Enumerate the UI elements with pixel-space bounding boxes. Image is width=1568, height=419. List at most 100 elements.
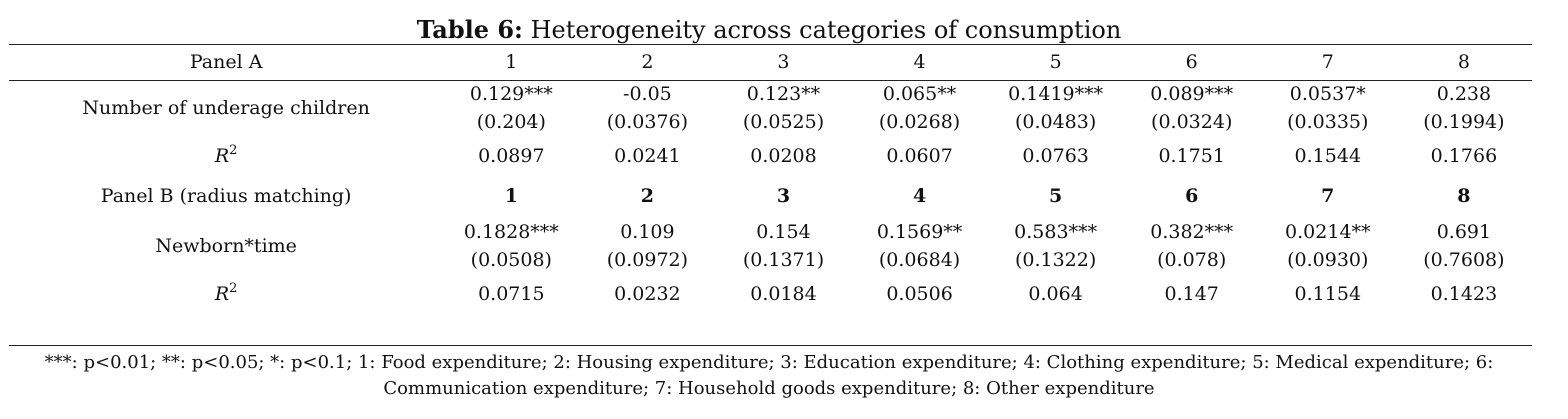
panel-b-column-header: 5 <box>1049 185 1063 207</box>
standard-error: (0.0335) <box>1287 111 1369 133</box>
footnote-line: ***: p<0.01; **: p<0.05; *: p<0.1; 1: Fo… <box>44 352 1494 373</box>
panel-a-estimate-cell: -0.05 (0.0376) <box>579 80 715 136</box>
panel-a-estimate-cell: 0.123** (0.0525) <box>715 80 851 136</box>
coefficient: 0.1419*** <box>1008 83 1104 105</box>
panel-b-label: Panel B (radius matching) <box>100 185 352 207</box>
standard-error: (0.0376) <box>606 111 689 133</box>
panel-b-r2-value: 0.147 <box>1164 283 1219 305</box>
panel-b-estimate-row: Newborn*time 0.1828*** (0.0508) 0.109 (0.0… <box>9 218 1532 274</box>
standard-error: (0.0684) <box>878 249 961 271</box>
panel-a-column-header: 5 <box>1049 51 1062 73</box>
panel-b-estimate-cell: 0.691 (0.7608) <box>1396 218 1532 274</box>
coefficient: 0.065** <box>882 83 957 105</box>
panel-b-estimate-cell: 0.382*** (0.078) <box>1124 218 1260 274</box>
panel-a-r2-value: 0.0607 <box>886 145 953 167</box>
table-caption: Table 6: Heterogeneity across categories… <box>0 14 1538 46</box>
panel-b-estimate-cell: 0.1828*** (0.0508) <box>443 218 579 274</box>
panel-a-column-header: 2 <box>641 51 654 73</box>
panel-a-estimate-cell: 0.0537* (0.0335) <box>1260 80 1396 136</box>
table-number: Table 6: <box>416 15 523 44</box>
panel-b-estimate-cell: 0.583*** (0.1322) <box>988 218 1124 274</box>
table-footnote: ***: p<0.01; **: p<0.05; *: p<0.1; 1: Fo… <box>0 350 1538 402</box>
panel-b-row-label: Newborn*time <box>155 235 297 257</box>
panel-b-column-header: 8 <box>1457 185 1471 207</box>
panel-b-r2-value: 0.0232 <box>614 283 681 305</box>
panel-b-r2-value: 0.1154 <box>1294 283 1362 305</box>
header-rule <box>9 80 1532 81</box>
standard-error: (0.1994) <box>1423 111 1505 133</box>
standard-error: (0.0525) <box>742 111 825 133</box>
panel-b-estimate-cell: 0.0214** (0.0930) <box>1260 218 1396 274</box>
standard-error: (0.1322) <box>1014 249 1097 271</box>
panel-b-r2-value: 0.0506 <box>886 283 953 305</box>
panel-b-column-header: 7 <box>1321 185 1335 207</box>
panel-b-header-row: Panel B (radius matching) 1 2 3 4 5 6 7 … <box>9 174 1532 218</box>
panel-a-r2-value: 0.0897 <box>478 145 545 167</box>
standard-error: (0.7608) <box>1423 249 1505 271</box>
table-title: Heterogeneity across categories of consu… <box>530 16 1122 44</box>
panel-a-r2-value: 0.1751 <box>1158 145 1225 167</box>
panel-a-header-row: Panel A 1 2 3 4 5 6 7 8 <box>9 44 1532 80</box>
panel-a-estimate-cell: 0.065** (0.0268) <box>852 80 988 136</box>
panel-b-column-header: 4 <box>912 185 927 207</box>
panel-b-estimate-cell: 0.109 (0.0972) <box>579 218 715 274</box>
r2-exponent: 2 <box>229 281 238 296</box>
panel-a-r2-value: 0.1766 <box>1430 145 1498 167</box>
panel-b-column-header: 1 <box>504 185 518 207</box>
top-rule <box>9 44 1532 45</box>
coefficient: 0.382*** <box>1150 221 1234 243</box>
coefficient: 0.154 <box>756 221 811 243</box>
results-table: Panel A 1 2 3 4 5 6 7 8 Number of undera… <box>9 44 1532 312</box>
coefficient: 0.691 <box>1436 221 1492 243</box>
panel-b-column-header: 2 <box>640 185 655 207</box>
coefficient: 0.089*** <box>1150 83 1234 105</box>
panel-b-r2-value: 0.0184 <box>750 283 817 305</box>
panel-a-column-header: 1 <box>505 51 518 73</box>
standard-error: (0.1371) <box>742 249 825 271</box>
coefficient: 0.1569** <box>876 221 963 243</box>
coefficient: 0.0537* <box>1289 83 1366 105</box>
panel-b-r2-value: 0.1423 <box>1430 283 1498 305</box>
standard-error: (0.0508) <box>470 249 552 271</box>
standard-error: (0.078) <box>1157 249 1227 271</box>
panel-a-estimate-cell: 0.238 (0.1994) <box>1396 80 1532 136</box>
panel-a-column-header: 7 <box>1321 51 1334 73</box>
panel-b-column-header: 3 <box>776 185 791 207</box>
standard-error: (0.0972) <box>606 249 689 271</box>
r2-exponent: 2 <box>229 143 238 158</box>
standard-error: (0.0268) <box>878 111 961 133</box>
coefficient: 0.0214** <box>1285 221 1371 243</box>
r2-symbol: R <box>214 283 230 305</box>
panel-a-estimate-cell: 0.129*** (0.204) <box>443 80 579 136</box>
panel-a-r2-value: 0.0241 <box>614 145 681 167</box>
panel-a-label: Panel A <box>189 51 263 73</box>
panel-a-column-header: 4 <box>913 51 926 73</box>
panel-a-column-header: 3 <box>777 51 790 73</box>
coefficient: 0.109 <box>620 221 675 243</box>
panel-a-r2-value: 0.1544 <box>1294 145 1362 167</box>
coefficient: 0.129*** <box>469 83 553 105</box>
panel-b-column-header: 6 <box>1185 185 1199 207</box>
standard-error: (0.204) <box>476 111 546 133</box>
panel-a-r2-value: 0.0763 <box>1022 145 1089 167</box>
panel-a-column-header: 8 <box>1457 51 1470 73</box>
r2-symbol: R <box>214 145 230 167</box>
standard-error: (0.0483) <box>1014 111 1097 133</box>
panel-b-r2-label: R2 <box>9 276 443 312</box>
panel-b-estimate-cell: 0.1569** (0.0684) <box>852 218 988 274</box>
coefficient: 0.238 <box>1436 83 1492 105</box>
panel-b-r2-value: 0.0715 <box>478 283 545 305</box>
footnote-line: Communication expenditure; 7: Household … <box>383 378 1155 399</box>
coefficient: 0.583*** <box>1014 221 1098 243</box>
panel-a-estimate-cell: 0.089*** (0.0324) <box>1124 80 1260 136</box>
panel-a-column-header: 6 <box>1185 51 1198 73</box>
panel-b-estimate-cell: 0.154 (0.1371) <box>715 218 851 274</box>
panel-a-estimate-cell: 0.1419*** (0.0483) <box>988 80 1124 136</box>
panel-a-estimate-row: Number of underage children 0.129*** (0.2… <box>9 80 1532 136</box>
panel-a-row-label: Number of underage children <box>82 97 370 119</box>
standard-error: (0.0324) <box>1151 111 1233 133</box>
coefficient: 0.123** <box>746 83 821 105</box>
panel-a-r2-row: R2 0.0897 0.0241 0.0208 0.0607 0.0763 0.… <box>9 138 1532 174</box>
coefficient: -0.05 <box>623 83 672 105</box>
panel-a-r2-label: R2 <box>9 138 443 174</box>
